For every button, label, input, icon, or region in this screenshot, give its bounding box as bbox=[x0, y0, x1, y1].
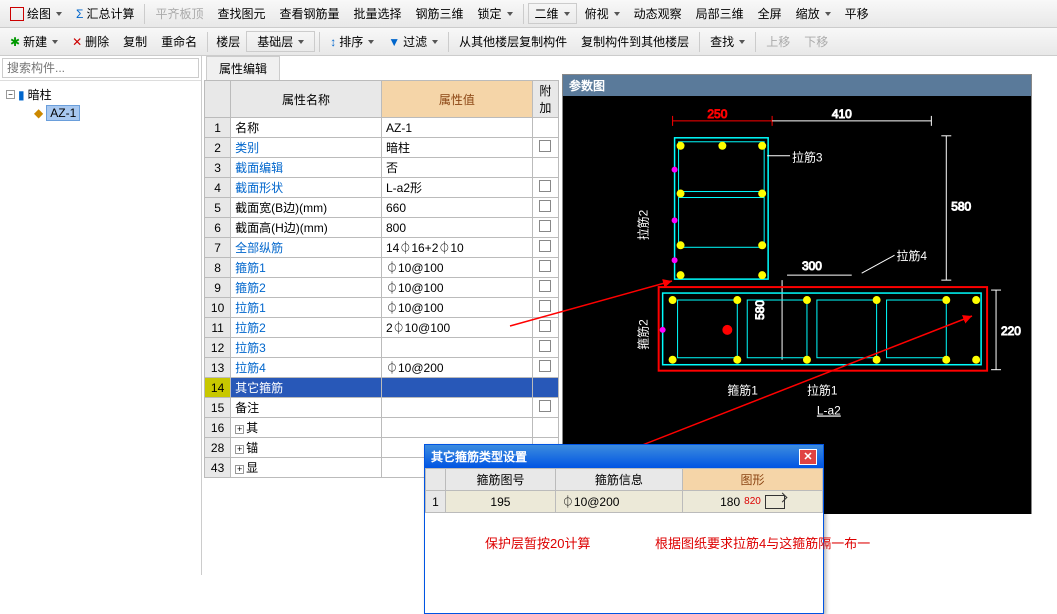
search-input[interactable] bbox=[2, 58, 199, 78]
view-rebar-button[interactable]: 查看钢筋量 bbox=[273, 3, 345, 24]
rebar-3d-button[interactable]: 钢筋三维 bbox=[410, 3, 470, 24]
property-row[interactable]: 2类别暗柱 bbox=[205, 138, 559, 158]
move-down-button[interactable]: 下移 bbox=[798, 31, 834, 52]
svg-text:拉筋2: 拉筋2 bbox=[636, 209, 651, 240]
move-up-button[interactable]: 上移 bbox=[760, 31, 796, 52]
dropdown-icon bbox=[432, 40, 438, 44]
header-name: 属性名称 bbox=[231, 81, 382, 118]
align-top-button[interactable]: 平齐板顶 bbox=[149, 3, 209, 24]
pan-button[interactable]: 平移 bbox=[839, 3, 875, 24]
delete-button[interactable]: ✕删除 bbox=[66, 31, 115, 52]
col-shape: 图形 bbox=[682, 469, 822, 491]
shape-icon bbox=[765, 495, 785, 509]
shape-dim2: 820 bbox=[744, 496, 761, 507]
tab-property-edit[interactable]: 属性编辑 bbox=[206, 56, 280, 80]
property-row[interactable]: 4截面形状L-a2形 bbox=[205, 178, 559, 198]
svg-text:300: 300 bbox=[802, 259, 822, 273]
property-row[interactable]: 12拉筋3 bbox=[205, 338, 559, 358]
floor-label: 楼层 bbox=[212, 33, 244, 50]
svg-text:拉筋4: 拉筋4 bbox=[897, 248, 928, 263]
property-row[interactable]: 14其它箍筋 bbox=[205, 378, 559, 398]
svg-text:250: 250 bbox=[707, 107, 727, 121]
dynamic-view-button[interactable]: 动态观察 bbox=[628, 3, 688, 24]
find-button[interactable]: 查找 bbox=[704, 31, 751, 52]
property-table: 属性名称 属性值 附加 1名称AZ-12类别暗柱3截面编辑否4截面形状L-a2形… bbox=[204, 80, 559, 478]
find-element-button[interactable]: 查找图元 bbox=[211, 3, 271, 24]
property-row[interactable]: 16+其 bbox=[205, 418, 559, 438]
sum-calc-button[interactable]: Σ汇总计算 bbox=[70, 3, 140, 24]
header-value: 属性值 bbox=[381, 81, 532, 118]
component-tree: − ▮ 暗柱 ◆ AZ-1 bbox=[0, 81, 201, 126]
batch-select-button[interactable]: 批量选择 bbox=[348, 3, 408, 24]
new-button[interactable]: ✱新建 bbox=[4, 31, 64, 52]
dropdown-icon bbox=[614, 12, 620, 16]
param-panel-title: 参数图 bbox=[563, 75, 1031, 96]
sidebar: − ▮ 暗柱 ◆ AZ-1 bbox=[0, 56, 202, 575]
tree-root[interactable]: − ▮ 暗柱 bbox=[4, 85, 197, 104]
stirrup-type-dialog: 其它箍筋类型设置 ✕ 箍筋图号 箍筋信息 图形 1 195 ⏀10@200 bbox=[424, 444, 824, 614]
note-2: 根据图纸要求拉筋4与这箍筋隔一布一 bbox=[655, 533, 870, 552]
col-stirrup-info: 箍筋信息 bbox=[555, 469, 682, 491]
header-add: 附加 bbox=[532, 81, 558, 118]
toolbar-1: 绘图 Σ汇总计算 平齐板顶 查找图元 查看钢筋量 批量选择 钢筋三维 锁定 二维… bbox=[0, 0, 1057, 28]
dropdown-icon bbox=[507, 12, 513, 16]
floor-dropdown[interactable]: 基础层 bbox=[246, 31, 315, 52]
collapse-icon[interactable]: − bbox=[6, 90, 15, 99]
property-row[interactable]: 8箍筋1⏀10@100 bbox=[205, 258, 559, 278]
2d-dropdown[interactable]: 二维 bbox=[528, 3, 577, 24]
tree-child-label: AZ-1 bbox=[46, 105, 80, 121]
rename-button[interactable]: 重命名 bbox=[155, 31, 203, 52]
dropdown-icon bbox=[56, 12, 62, 16]
top-view-button[interactable]: 俯视 bbox=[579, 3, 626, 24]
svg-text:拉筋3: 拉筋3 bbox=[792, 150, 823, 165]
property-row[interactable]: 10拉筋1⏀10@100 bbox=[205, 298, 559, 318]
property-row[interactable]: 1名称AZ-1 bbox=[205, 118, 559, 138]
filter-button[interactable]: ▼过滤 bbox=[382, 31, 444, 52]
property-row[interactable]: 5截面宽(B边)(mm)660 bbox=[205, 198, 559, 218]
property-row[interactable]: 15备注 bbox=[205, 398, 559, 418]
zoom-button[interactable]: 缩放 bbox=[790, 3, 837, 24]
col-stirrup-num: 箍筋图号 bbox=[446, 469, 556, 491]
tree-root-label: 暗柱 bbox=[28, 86, 52, 103]
content-area: 属性编辑 属性名称 属性值 附加 1名称AZ-12类别暗柱3截面编辑否4截面形状… bbox=[202, 56, 1057, 575]
svg-text:箍筋2: 箍筋2 bbox=[636, 319, 651, 350]
dropdown-icon bbox=[52, 40, 58, 44]
dropdown-icon bbox=[739, 40, 745, 44]
property-row[interactable]: 11拉筋22⏀10@100 bbox=[205, 318, 559, 338]
local-3d-button[interactable]: 局部三维 bbox=[690, 3, 750, 24]
dialog-title: 其它箍筋类型设置 bbox=[431, 448, 527, 465]
toolbar-2: ✱新建 ✕删除 复制 重命名 楼层 基础层 ↕排序 ▼过滤 从其他楼层复制构件 … bbox=[0, 28, 1057, 56]
dialog-close-button[interactable]: ✕ bbox=[799, 449, 817, 465]
property-row[interactable]: 7全部纵筋14⏀16+2⏀10 bbox=[205, 238, 559, 258]
svg-text:拉筋1: 拉筋1 bbox=[807, 383, 838, 398]
draw-button[interactable]: 绘图 bbox=[4, 3, 68, 24]
svg-text:箍筋1: 箍筋1 bbox=[727, 383, 758, 398]
property-row[interactable]: 9箍筋2⏀10@100 bbox=[205, 278, 559, 298]
dropdown-icon bbox=[564, 12, 570, 16]
property-row[interactable]: 3截面编辑否 bbox=[205, 158, 559, 178]
copy-to-floor-button[interactable]: 复制构件到其他楼层 bbox=[575, 31, 695, 52]
copy-from-floor-button[interactable]: 从其他楼层复制构件 bbox=[453, 31, 573, 52]
svg-text:410: 410 bbox=[832, 107, 852, 121]
dropdown-icon bbox=[825, 12, 831, 16]
copy-button[interactable]: 复制 bbox=[117, 31, 153, 52]
svg-text:580: 580 bbox=[753, 300, 767, 320]
property-row[interactable]: 13拉筋4⏀10@200 bbox=[205, 358, 559, 378]
dropdown-icon bbox=[368, 40, 374, 44]
property-row[interactable]: 6截面高(H边)(mm)800 bbox=[205, 218, 559, 238]
lock-button[interactable]: 锁定 bbox=[472, 3, 519, 24]
sort-button[interactable]: ↕排序 bbox=[324, 31, 380, 52]
stirrup-table: 箍筋图号 箍筋信息 图形 1 195 ⏀10@200 180 820 bbox=[425, 468, 823, 513]
shape-dim: 180 bbox=[720, 495, 740, 509]
note-1: 保护层暂按20计算 bbox=[485, 533, 590, 552]
stirrup-row[interactable]: 1 195 ⏀10@200 180 820 bbox=[426, 491, 823, 513]
svg-text:580: 580 bbox=[951, 199, 971, 213]
svg-text:L-a2: L-a2 bbox=[817, 403, 841, 417]
dropdown-icon bbox=[298, 40, 304, 44]
tree-child[interactable]: ◆ AZ-1 bbox=[32, 104, 197, 122]
svg-text:220: 220 bbox=[1001, 324, 1021, 338]
fullscreen-button[interactable]: 全屏 bbox=[752, 3, 788, 24]
